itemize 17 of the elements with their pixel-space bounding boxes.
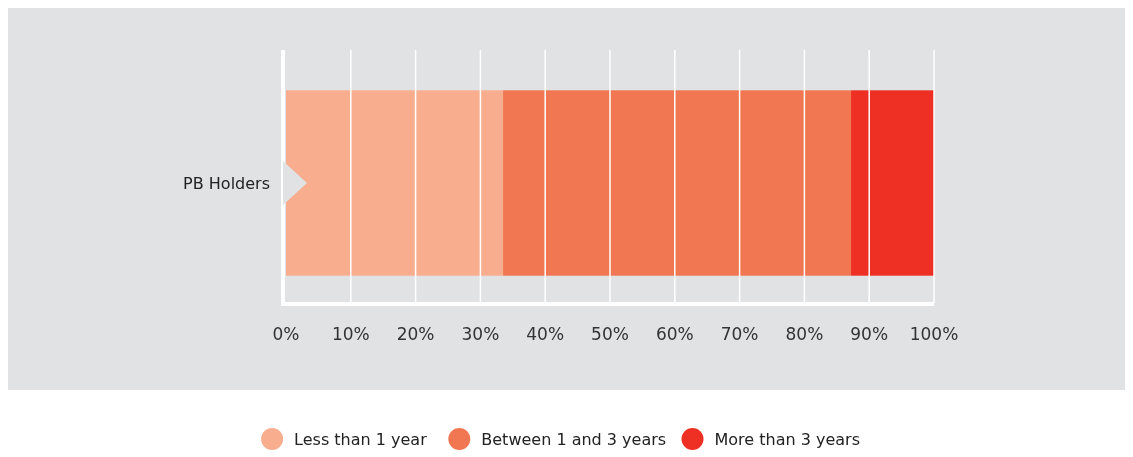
x-tick-label: 0% [272,324,300,344]
bar [503,90,852,276]
x-tick-label: 40% [526,324,565,344]
x-tick-label: 20% [396,324,435,344]
bar [851,90,934,276]
x-tick-label: 90% [850,324,889,344]
x-tick-label: 50% [591,324,629,344]
x-tick-label: 30% [461,324,500,344]
x-tick-label: 100% [909,324,959,344]
x-tick-label: 80% [785,324,824,344]
x-tick-label: 60% [655,324,694,344]
legend-label: Between 1 and 3 years [481,430,667,449]
legend-label: More than 3 years [714,430,860,449]
x-tick-label: 70% [720,324,759,344]
x-tick-label: 10% [331,324,370,344]
legend-label: Less than 1 year [294,430,428,449]
y-tick-label: PB Holders [183,174,270,193]
